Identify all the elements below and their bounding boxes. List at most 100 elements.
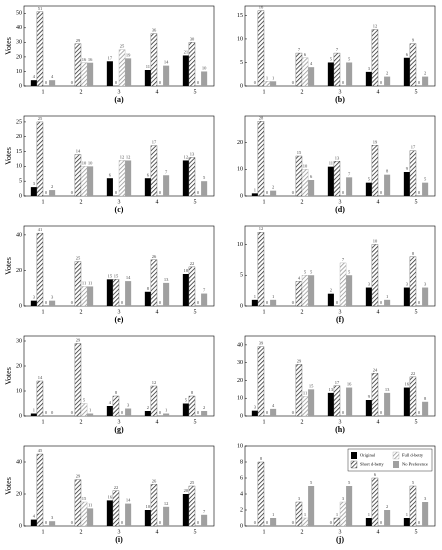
- value-label: 51: [38, 6, 43, 11]
- value-label: 0: [292, 410, 295, 415]
- bar: [295, 281, 303, 307]
- bar: [403, 57, 410, 86]
- y-tick-label: 0: [240, 523, 243, 529]
- x-tick-label: 3: [118, 529, 121, 535]
- bar: [339, 501, 347, 527]
- value-label: 3: [254, 405, 257, 410]
- bar: [371, 477, 379, 527]
- value-label: 3: [51, 295, 54, 300]
- value-label: 0: [45, 520, 48, 525]
- value-label: 16: [259, 5, 264, 10]
- bar: [371, 29, 379, 87]
- y-tick-label: 20: [16, 134, 22, 140]
- x-tick-label: 3: [339, 199, 342, 205]
- value-label: 15: [108, 273, 113, 278]
- bar: [346, 486, 353, 526]
- bar: [301, 57, 309, 87]
- bar: [182, 55, 189, 86]
- bar: [125, 58, 132, 86]
- value-label: 0: [418, 410, 421, 415]
- bar: [36, 232, 44, 307]
- x-tick-label: 4: [156, 529, 159, 535]
- y-tick-label: 6: [240, 475, 243, 481]
- x-tick-label: 3: [118, 199, 121, 205]
- panel-title: (i): [115, 535, 123, 544]
- bar: [365, 182, 372, 196]
- panel-title: (b): [335, 95, 345, 104]
- bar: [182, 494, 189, 526]
- value-label: 0: [342, 190, 345, 195]
- value-label: 0: [254, 520, 257, 525]
- value-label: 19: [126, 52, 131, 57]
- value-label: 16: [88, 57, 93, 62]
- value-label: 29: [76, 38, 81, 43]
- value-label: 30: [190, 36, 195, 41]
- x-tick-label: 1: [42, 199, 45, 205]
- x-tick-label: 4: [156, 199, 159, 205]
- value-label: 14: [164, 60, 169, 65]
- bar: [80, 166, 88, 197]
- value-label: 0: [45, 190, 48, 195]
- bar: [112, 490, 120, 527]
- value-label: 3: [33, 295, 36, 300]
- value-label: 13: [164, 277, 169, 282]
- y-tick-label: 20: [237, 140, 243, 146]
- x-tick-label: 3: [118, 89, 121, 95]
- value-label: 2: [386, 504, 388, 509]
- bar: [403, 518, 410, 526]
- bar: [144, 291, 151, 306]
- value-label: 19: [373, 139, 378, 144]
- bar: [422, 502, 429, 526]
- value-label: 3: [368, 66, 371, 71]
- bar: [270, 190, 277, 196]
- legend-label: Short d-betty: [360, 462, 384, 467]
- bar: [346, 387, 353, 416]
- bar: [308, 67, 315, 86]
- value-label: 0: [159, 300, 162, 305]
- legend-box: [347, 448, 433, 472]
- bar: [365, 400, 372, 416]
- bar: [30, 80, 37, 86]
- bar: [30, 519, 37, 526]
- value-label: 2: [51, 184, 53, 189]
- value-label: 0: [292, 80, 295, 85]
- value-label: 0: [121, 410, 124, 415]
- value-label: 12: [126, 154, 131, 159]
- bar: [346, 62, 353, 86]
- y-tick-label: 5: [240, 60, 243, 66]
- bar: [49, 80, 56, 86]
- x-tick-label: 2: [301, 419, 304, 425]
- x-tick-label: 3: [339, 529, 342, 535]
- value-label: 5: [424, 177, 427, 182]
- panel-title: (j): [336, 535, 344, 544]
- bar: [295, 364, 303, 417]
- y-tick-label: 0: [19, 413, 22, 419]
- value-label: 17: [411, 145, 416, 150]
- bar: [409, 376, 417, 417]
- value-label: 5: [203, 175, 206, 180]
- value-label: 13: [385, 387, 390, 392]
- value-label: 0: [115, 80, 118, 85]
- value-label: 0: [159, 520, 162, 525]
- bar: [422, 182, 429, 196]
- value-label: 0: [71, 190, 74, 195]
- value-label: 1: [368, 512, 370, 517]
- panel-title: (g): [114, 425, 124, 434]
- y-tick-label: 50: [16, 11, 22, 17]
- value-label: 45: [38, 448, 43, 453]
- value-label: 0: [266, 410, 269, 415]
- bar: [36, 453, 44, 527]
- value-label: 0: [418, 190, 421, 195]
- bar: [371, 244, 379, 307]
- bar: [74, 261, 82, 307]
- bar: [80, 62, 88, 87]
- value-label: 26: [152, 478, 157, 483]
- value-label: 0: [159, 410, 162, 415]
- bar: [36, 380, 44, 417]
- value-label: 1: [336, 512, 338, 517]
- bar: [403, 172, 410, 196]
- value-label: 0: [336, 300, 339, 305]
- y-tick-label: 2: [240, 507, 243, 513]
- value-label: 0: [342, 410, 345, 415]
